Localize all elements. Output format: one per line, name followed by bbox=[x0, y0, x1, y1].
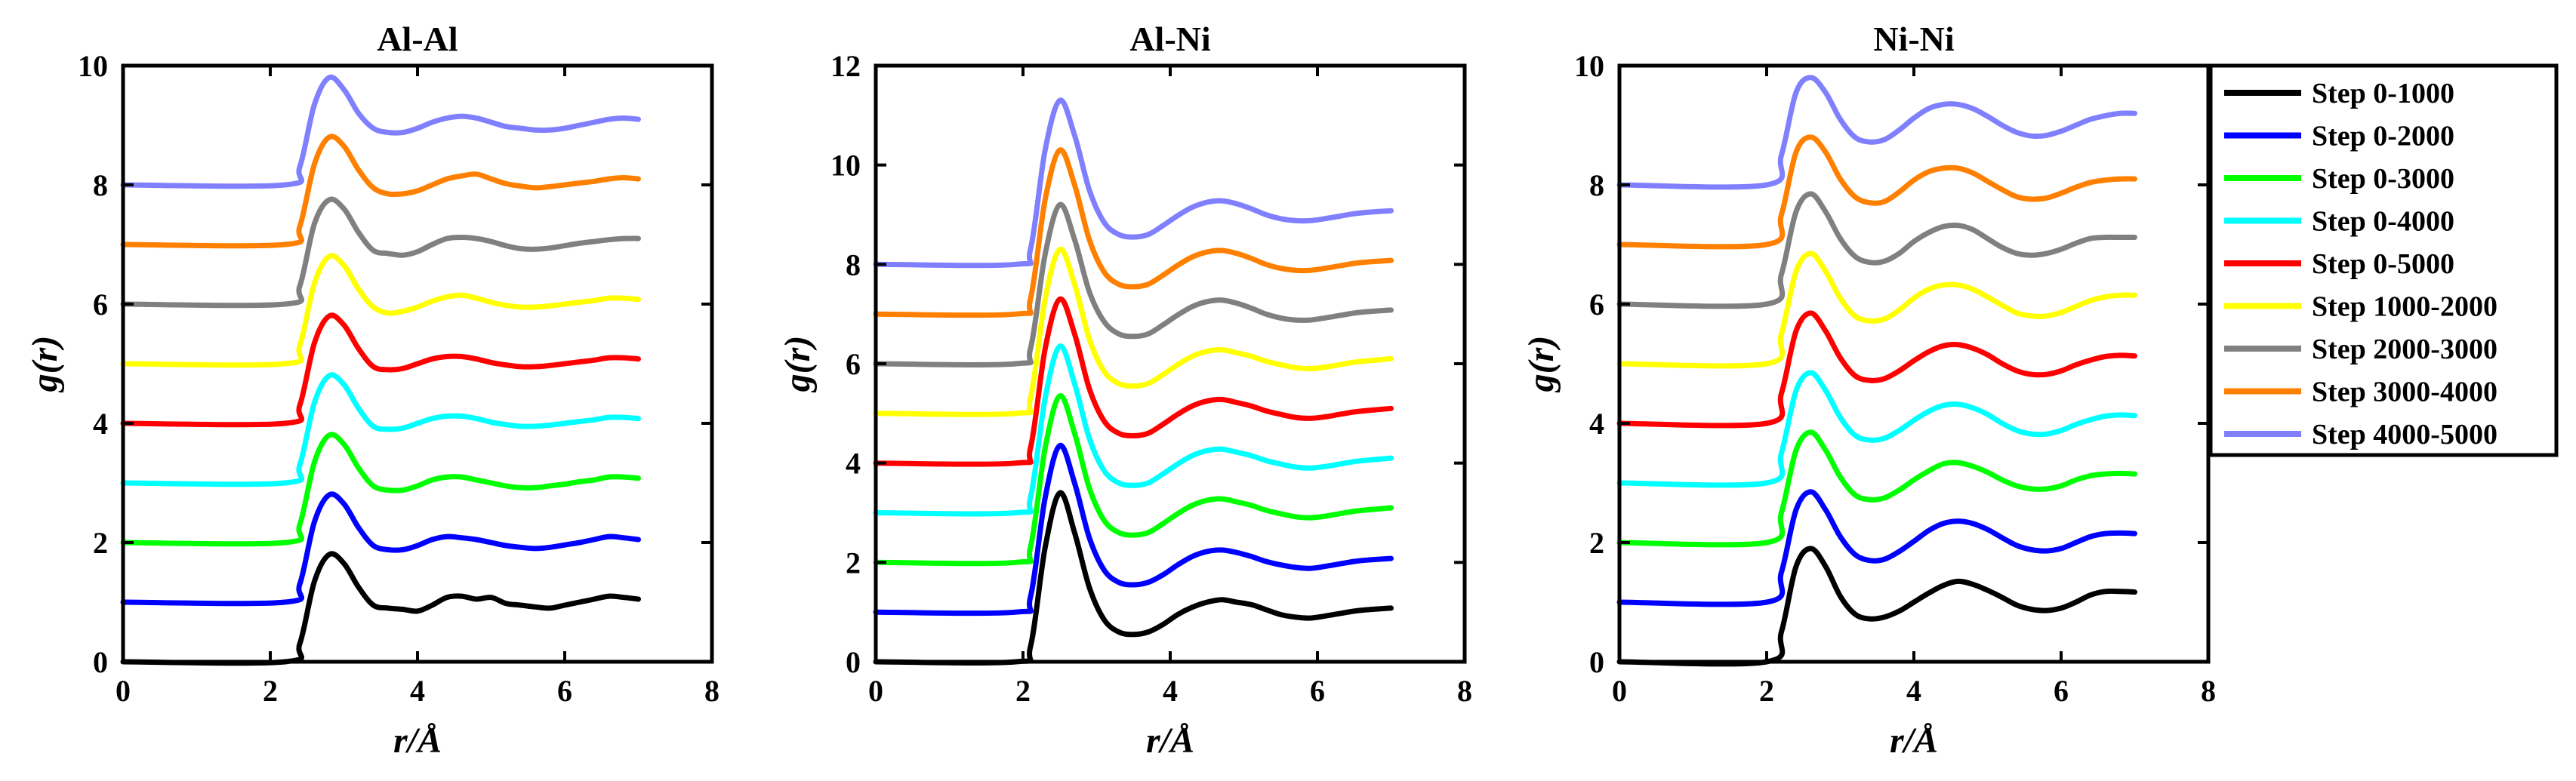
x-tick-label: 2 bbox=[263, 674, 278, 708]
y-tick-label: 8 bbox=[93, 168, 108, 202]
series-line-step-0-1000 bbox=[1616, 546, 2137, 667]
legend-item: Step 1000-2000 bbox=[2224, 291, 2497, 323]
legend-label: Step 4000-5000 bbox=[2312, 419, 2497, 450]
series-line-step-0-1000 bbox=[873, 490, 1394, 666]
panels: 0 2 4 6 8 0 2 4 6 8 10 Al-Al r/Å g(r) 0 2 4 6 8 0 2 4 6 8 10 12 Al… bbox=[25, 20, 2216, 761]
series-line-step-2000-3000 bbox=[873, 201, 1394, 367]
chart-title: Al-Al bbox=[377, 20, 458, 58]
legend-item: Step 0-3000 bbox=[2224, 163, 2454, 195]
y-tick-label: 10 bbox=[830, 149, 861, 183]
x-axis-label: r/Å bbox=[1890, 721, 1938, 761]
y-tick-label: 0 bbox=[93, 645, 108, 679]
x-tick-label: 0 bbox=[1612, 674, 1627, 708]
x-tick-label: 2 bbox=[1759, 674, 1774, 708]
y-tick-label: 4 bbox=[846, 447, 861, 481]
y-tick-label: 6 bbox=[846, 347, 861, 381]
legend-label: Step 3000-4000 bbox=[2312, 377, 2497, 408]
series-line-step-3000-4000 bbox=[120, 134, 641, 249]
legend-label: Step 1000-2000 bbox=[2312, 291, 2497, 323]
x-tick-label: 4 bbox=[410, 674, 425, 708]
panel-al-al: 0 2 4 6 8 0 2 4 6 8 10 Al-Al r/Å g(r) bbox=[25, 20, 719, 761]
series-line-step-1000-2000 bbox=[873, 247, 1394, 417]
y-tick-label: 0 bbox=[846, 645, 861, 679]
legend-label: Step 2000-3000 bbox=[2312, 334, 2497, 365]
series-line-step-0-2000 bbox=[1616, 489, 2137, 607]
x-tick-label: 2 bbox=[1015, 674, 1031, 708]
y-axis-label: g(r) bbox=[778, 336, 818, 393]
x-tick-label: 8 bbox=[704, 674, 719, 708]
x-tick-label: 6 bbox=[1310, 674, 1325, 708]
y-tick-label: 4 bbox=[1589, 407, 1604, 441]
x-tick-label: 6 bbox=[2054, 674, 2069, 708]
legend-label: Step 0-2000 bbox=[2312, 121, 2454, 152]
series-line-step-0-3000 bbox=[1616, 429, 2137, 548]
series-line-step-0-4000 bbox=[1616, 370, 2137, 488]
x-tick-label: 4 bbox=[1906, 674, 1921, 708]
legend-item: Step 0-2000 bbox=[2224, 121, 2454, 152]
panel-ni-ni: 0 2 4 6 8 0 2 4 6 8 10 Ni-Ni r/Å g(r) bbox=[1521, 20, 2216, 761]
y-tick-label: 4 bbox=[93, 407, 108, 441]
x-tick-label: 4 bbox=[1163, 674, 1178, 708]
x-axis-label: r/Å bbox=[1146, 721, 1194, 761]
legend-label: Step 0-3000 bbox=[2312, 163, 2454, 195]
y-tick-label: 2 bbox=[1589, 526, 1604, 560]
x-axis-label: r/Å bbox=[393, 721, 442, 761]
series-line-step-0-3000 bbox=[873, 393, 1394, 567]
series-line-step-0-5000 bbox=[873, 296, 1394, 467]
legend-item: Step 4000-5000 bbox=[2224, 419, 2497, 450]
series-line-step-1000-2000 bbox=[1616, 251, 2137, 369]
series-line-step-0-5000 bbox=[120, 312, 641, 428]
series-line-step-0-3000 bbox=[120, 432, 641, 547]
y-tick-label: 2 bbox=[846, 546, 861, 580]
y-tick-label: 6 bbox=[1589, 287, 1604, 321]
series-line-step-0-5000 bbox=[1616, 310, 2137, 429]
legend-item: Step 0-4000 bbox=[2224, 206, 2454, 238]
y-axis-label: g(r) bbox=[1521, 336, 1561, 393]
panel-al-ni: 0 2 4 6 8 0 2 4 6 8 10 12 Al-Ni r/Å g(r) bbox=[778, 20, 1472, 761]
legend-item: Step 0-5000 bbox=[2224, 248, 2454, 280]
legend-label: Step 0-4000 bbox=[2312, 206, 2454, 238]
y-tick-label: 8 bbox=[846, 248, 861, 281]
legend-item: Step 2000-3000 bbox=[2224, 334, 2497, 365]
legend-label: Step 0-5000 bbox=[2312, 248, 2454, 280]
x-tick-label: 6 bbox=[557, 674, 572, 708]
series-line-step-4000-5000 bbox=[1616, 75, 2137, 190]
x-tick-label: 0 bbox=[116, 674, 131, 708]
legend-label: Step 0-1000 bbox=[2312, 78, 2454, 109]
chart-title: Al-Ni bbox=[1129, 20, 1211, 58]
series-line-step-0-2000 bbox=[873, 443, 1394, 616]
legend-item: Step 3000-4000 bbox=[2224, 377, 2497, 408]
y-tick-label: 10 bbox=[78, 49, 108, 83]
x-tick-label: 8 bbox=[1457, 674, 1472, 708]
series-line-step-2000-3000 bbox=[120, 196, 641, 309]
y-tick-label: 10 bbox=[1574, 49, 1604, 83]
series-line-step-0-1000 bbox=[120, 551, 641, 666]
legend-item: Step 0-1000 bbox=[2224, 78, 2454, 109]
y-tick-label: 12 bbox=[830, 49, 861, 83]
x-tick-label: 0 bbox=[868, 674, 883, 708]
series-line-step-0-2000 bbox=[120, 491, 641, 607]
series-line-step-1000-2000 bbox=[120, 253, 641, 368]
series-line-step-0-4000 bbox=[873, 343, 1394, 517]
legend: Step 0-1000 Step 0-2000 Step 0-3000 Step 0-… bbox=[2208, 63, 2559, 457]
series-line-step-2000-3000 bbox=[1616, 191, 2137, 309]
y-tick-label: 2 bbox=[93, 526, 108, 560]
series-line-step-0-4000 bbox=[120, 372, 641, 487]
x-tick-label: 8 bbox=[2201, 674, 2216, 708]
y-tick-label: 6 bbox=[93, 287, 108, 321]
y-axis-label: g(r) bbox=[25, 336, 65, 393]
y-tick-label: 8 bbox=[1589, 168, 1604, 202]
chart-title: Ni-Ni bbox=[1873, 20, 1955, 58]
y-tick-label: 0 bbox=[1589, 645, 1604, 679]
series-line-step-3000-4000 bbox=[1616, 134, 2137, 250]
series-line-step-3000-4000 bbox=[873, 147, 1394, 318]
series-line-step-4000-5000 bbox=[873, 97, 1394, 269]
series-line-step-4000-5000 bbox=[120, 74, 641, 189]
